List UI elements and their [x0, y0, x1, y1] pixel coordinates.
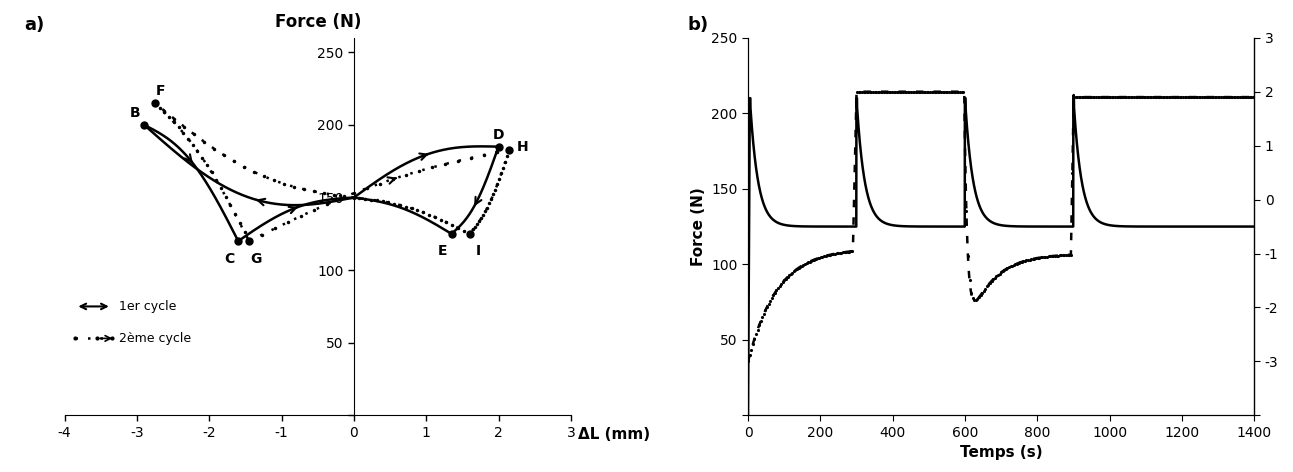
Text: D: D: [493, 128, 504, 142]
Text: C: C: [225, 252, 234, 266]
Text: F: F: [156, 84, 166, 99]
Text: b): b): [688, 16, 709, 34]
Text: 2ème cycle: 2ème cycle: [119, 332, 191, 345]
Title: Force (N): Force (N): [274, 13, 361, 31]
Text: H: H: [517, 140, 529, 154]
Text: a): a): [25, 16, 44, 34]
Text: E: E: [438, 244, 447, 258]
Text: I: I: [476, 244, 481, 258]
Text: ΔL (mm): ΔL (mm): [578, 427, 650, 442]
Text: 1er cycle: 1er cycle: [119, 300, 176, 313]
X-axis label: Temps (s): Temps (s): [959, 446, 1042, 460]
Text: B: B: [131, 106, 141, 120]
Y-axis label: Force (N): Force (N): [690, 187, 706, 266]
Text: G: G: [251, 252, 262, 266]
